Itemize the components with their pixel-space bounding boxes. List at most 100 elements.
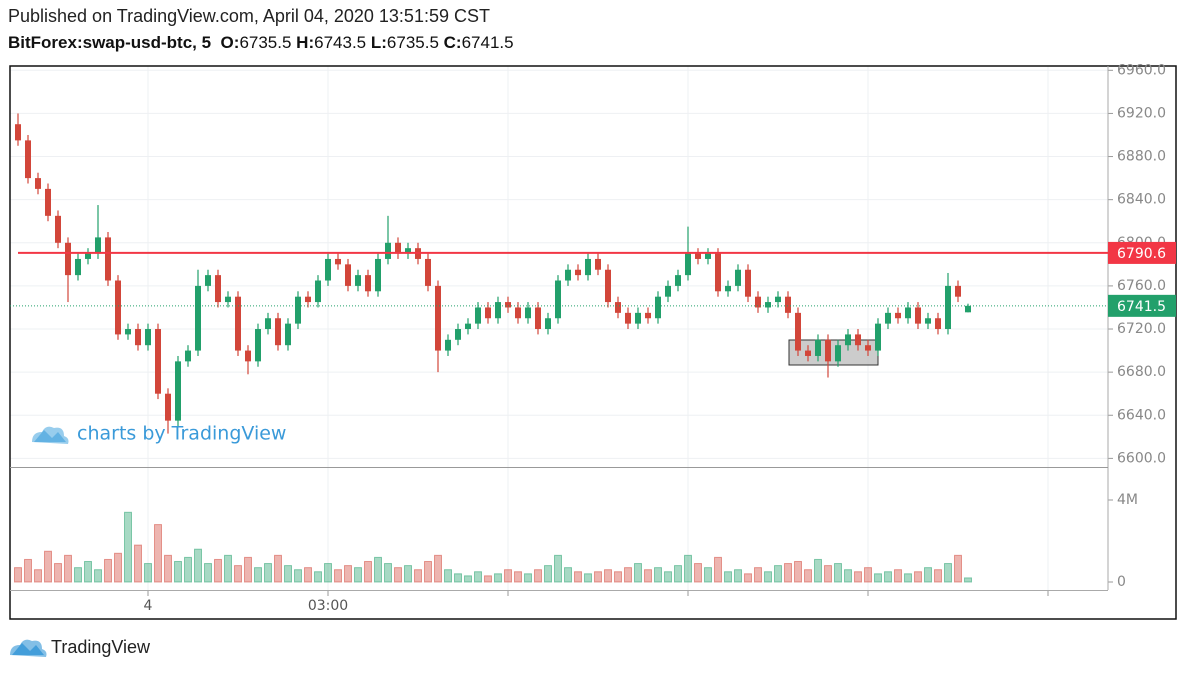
volume-bar [874,573,882,583]
candle-body [405,248,411,254]
volume-bar [354,567,362,583]
volume-bar [104,558,112,583]
y-tick-label: 6680.0 [1117,364,1166,380]
candle-body [215,275,221,303]
volume-bar [674,565,682,583]
volume-bar [784,563,792,583]
volume-bar [144,563,152,583]
candle-body [545,318,551,330]
candle-body [345,264,351,286]
volume-bar [934,569,942,583]
volume-bar [954,554,962,583]
candle-body [175,361,181,421]
candle-body [705,253,711,259]
candle-body [675,275,681,286]
candle-body [55,215,61,243]
frame [9,65,1177,620]
x-tick-label: 03:00 [308,598,348,614]
candle-body [155,329,161,394]
volume-bar [404,565,412,583]
volume-bar [134,544,142,583]
volume-bar [774,565,782,583]
candle-body [605,269,611,303]
volume-bar [824,565,832,583]
volume-bar [504,569,512,583]
candle-body [195,285,201,351]
volume-bar [64,554,72,583]
high-label: H: [296,33,315,52]
volume-bar [584,573,592,583]
candle-body [645,312,651,319]
volume-bar [664,571,672,583]
last-price-label-bg [1108,294,1176,317]
volume-bar [424,560,432,583]
candle-body [875,323,881,351]
volume-bar [694,563,702,583]
volume-bar [964,577,972,583]
volume-bar [464,575,472,583]
volume-bar [654,567,662,583]
candle-body [615,302,621,313]
volume-tick-label: 0 [1117,574,1126,590]
candle-body [565,269,571,281]
candle-body [475,307,481,324]
volume-bar [574,571,582,583]
volume-bar [154,524,162,583]
volume-bar [164,554,172,583]
candle-body [915,307,921,324]
volume-bar [224,554,232,583]
watermark: charts by TradingView [77,423,286,445]
volume-bar [624,567,632,583]
volume-bar [244,556,252,583]
candle-body [465,323,471,330]
candle-body [115,280,121,335]
volume-bar [184,556,192,583]
candle-body [965,305,971,313]
candle-body [515,307,521,319]
candle-body [315,280,321,303]
volume-bar [214,558,222,583]
candle-body [635,312,641,324]
volume-bar [484,575,492,583]
candle-body [25,140,31,179]
volume-bar [34,569,42,583]
candle-body [825,339,831,362]
candle-body [365,275,371,292]
open-label: O: [220,33,240,52]
candle-body [735,269,741,286]
candle-body [835,345,841,362]
price-line-label-bg [1108,241,1176,264]
volume-bar [294,569,302,583]
volume-bar [914,571,922,583]
candle-body [265,318,271,330]
candle-body [785,296,791,313]
volume-bar [904,573,912,583]
volume-bar [414,569,422,583]
volume-bar [924,567,932,583]
volume-bar [304,567,312,583]
candle-body [895,312,901,319]
candle-body [685,253,691,276]
volume-bar [234,565,242,583]
volume-bar [634,563,642,583]
low-value: 6735.5 [386,33,439,52]
published-line: Published on TradingView.com, April 04, … [8,6,490,26]
last-price-label: 6741.5 [1117,299,1166,315]
volume-bar [124,511,132,583]
volume-bar [804,569,812,583]
candle-body [45,188,51,216]
y-tick-label: 6640.0 [1117,407,1166,423]
candle-body [385,242,391,259]
volume-bar [544,565,552,583]
volume-bar [274,554,282,583]
volume-bar [84,560,92,583]
candle-body [15,124,21,141]
open-value: 6735.5 [239,33,292,52]
volume-tick-label: 4M [1117,492,1138,508]
volume-bar [204,563,212,583]
candle-body [125,329,131,335]
candle-body [435,285,441,351]
volume-bar [744,573,752,583]
candle-body [775,296,781,303]
